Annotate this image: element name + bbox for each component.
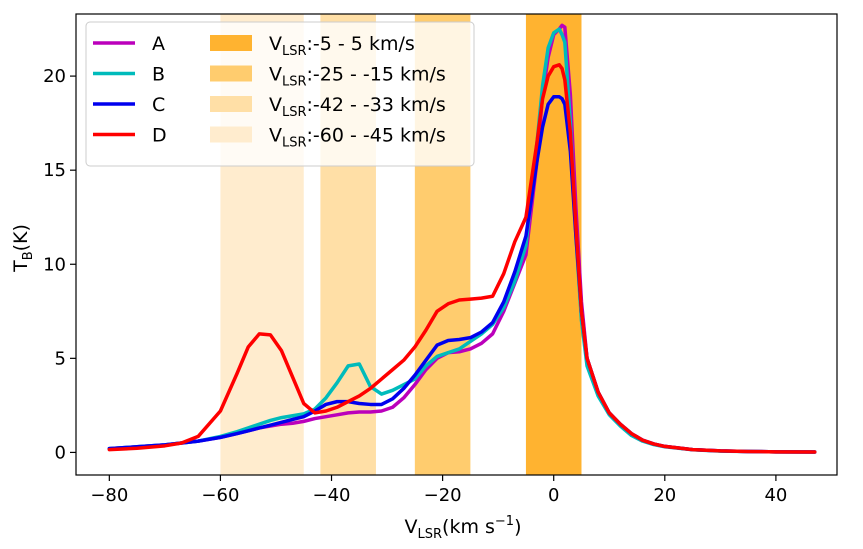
plot-frame xyxy=(75,13,838,476)
legend-swatch-band-2 xyxy=(210,65,252,82)
y-tick-label: 5 xyxy=(55,348,66,369)
legend-label-band-2: VLSR:-25 - -15 km/s xyxy=(269,64,446,90)
legend-label-band-3: VLSR:-42 - -33 km/s xyxy=(269,94,446,120)
legend-label-band-1: VLSR:-5 - 5 km/s xyxy=(269,33,415,59)
legend-swatch-band-4 xyxy=(210,126,252,143)
series-lines xyxy=(107,23,817,454)
x-tick-label: 40 xyxy=(764,485,787,506)
x-axis-ticks: −80 −60 −40 −20 0 20 40 xyxy=(90,475,787,506)
legend-swatch-band-1 xyxy=(210,35,252,51)
legend-label-a: A xyxy=(152,33,165,55)
x-tick-label: −60 xyxy=(201,485,239,506)
x-tick-label: −80 xyxy=(90,485,128,506)
legend-label-d: D xyxy=(152,125,167,147)
x-tick-label: 0 xyxy=(548,485,559,506)
legend-swatch-band-3 xyxy=(210,96,252,112)
y-tick-label: 15 xyxy=(43,160,66,181)
legend-label-b: B xyxy=(152,64,165,86)
x-tick-label: −20 xyxy=(424,485,462,506)
legend-label-band-4: VLSR:-60 - -45 km/s xyxy=(269,125,446,151)
legend-box xyxy=(85,21,475,167)
legend-band-entries: VLSR:-5 - 5 km/s VLSR:-25 - -15 km/s VLSR:… xyxy=(210,33,446,151)
band-1 xyxy=(525,14,582,475)
series-line-d xyxy=(107,63,817,454)
legend-label-c: C xyxy=(152,94,165,116)
x-axis-label: VLSR(km s−1) xyxy=(405,514,522,542)
y-tick-label: 10 xyxy=(43,254,66,275)
y-axis-ticks: 0 5 10 15 20 xyxy=(43,66,76,463)
x-tick-label: −40 xyxy=(313,485,351,506)
y-tick-label: 20 xyxy=(43,66,66,87)
y-axis-label: TB(K) xyxy=(10,224,36,273)
x-tick-label: 20 xyxy=(653,485,676,506)
y-tick-label: 0 xyxy=(55,442,66,463)
